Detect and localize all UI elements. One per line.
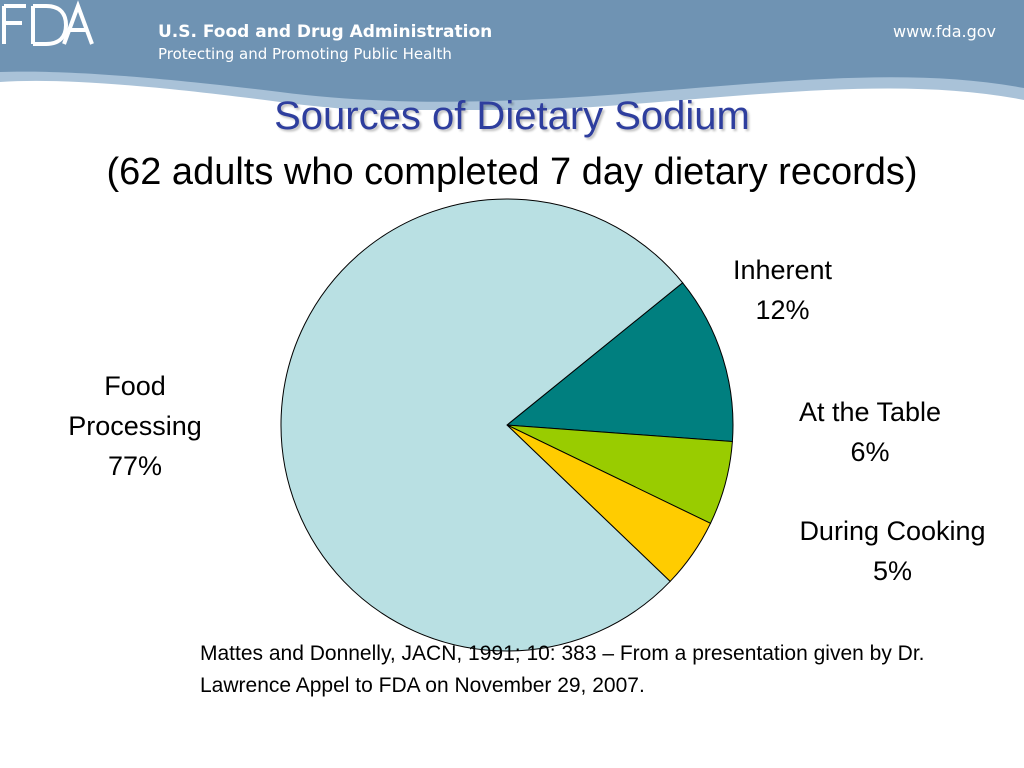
- slice-value-during-cooking: 5%: [872, 556, 913, 586]
- slice-label-during-cooking: During Cooking 5%: [770, 511, 1015, 591]
- pie-slice-inherent: [505, 282, 734, 443]
- slice-label-inherent: Inherent 12%: [700, 250, 865, 330]
- slice-value-food-processing: 77%: [107, 451, 163, 481]
- pie-slice-food-processing: [280, 198, 684, 652]
- slice-value-inherent: 12%: [755, 295, 810, 325]
- citation: Mattes and Donnelly, JACN, 1991; 10: 383…: [200, 642, 925, 697]
- slide-title: Sources of Dietary Sodium: [274, 94, 750, 138]
- fda-logo-icon: [2, 0, 94, 46]
- slice-label-food-processing: Food Processing 77%: [40, 366, 230, 486]
- slice-name-food-processing-line2: Processing: [68, 411, 202, 441]
- slice-label-at-the-table: At the Table 6%: [770, 392, 970, 472]
- header-banner: U.S. Food and Drug Administration Protec…: [0, 0, 1024, 110]
- slide-subtitle: (62 adults who completed 7 day dietary r…: [106, 151, 918, 193]
- slice-name-at-the-table: At the Table: [798, 397, 942, 427]
- agency-tagline: Protecting and Promoting Public Health: [158, 45, 452, 63]
- slice-value-at-the-table: 6%: [850, 437, 890, 467]
- slice-name-during-cooking: During Cooking: [799, 516, 986, 546]
- banner-background: [0, 0, 1024, 110]
- slice-name-inherent: Inherent: [732, 255, 833, 285]
- agency-name: U.S. Food and Drug Administration: [158, 22, 493, 42]
- slice-name-food-processing-line1: Food: [104, 371, 166, 401]
- site-url[interactable]: www.fda.gov: [893, 22, 996, 41]
